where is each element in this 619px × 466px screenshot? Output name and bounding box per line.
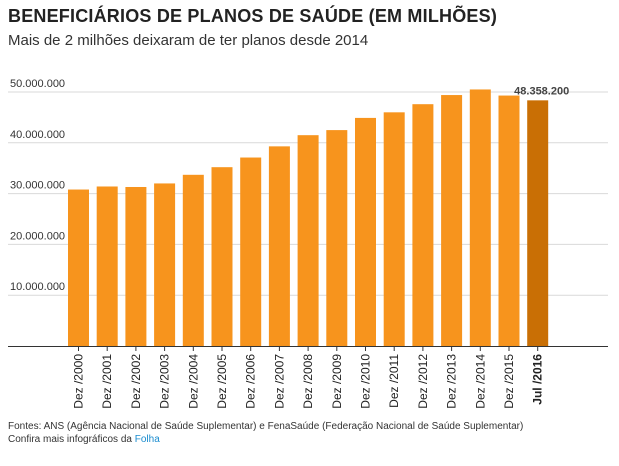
- more-infographics-text: Confira mais infográficos da: [8, 434, 132, 445]
- bar: [268, 146, 290, 346]
- x-tick-label: Dez /2001: [100, 354, 114, 409]
- bar: [383, 112, 405, 346]
- y-tick-label: 30.000.000: [10, 180, 65, 192]
- x-tick-label: Dez /2008: [301, 354, 315, 409]
- x-tick-label: Dez /2009: [330, 354, 344, 409]
- bar: [469, 89, 491, 347]
- bar: [211, 167, 233, 346]
- x-tick-label: Dez /2014: [473, 354, 487, 409]
- y-tick-label: 40.000.000: [10, 129, 65, 141]
- bar: [125, 186, 147, 346]
- x-tick-label: Dez /2013: [445, 354, 459, 409]
- bar: [441, 95, 463, 346]
- chart-title: BENEFICIÁRIOS DE PLANOS DE SAÚDE (EM MIL…: [8, 6, 498, 26]
- x-tick-label: Dez /2000: [72, 354, 86, 409]
- sources-note: Fontes: ANS (Agência Nacional de Saúde S…: [8, 421, 524, 432]
- x-tick-label: Dez /2007: [272, 354, 286, 409]
- y-tick-label: 50.000.000: [10, 78, 65, 90]
- chart-subtitle: Mais de 2 milhões deixaram de ter planos…: [8, 32, 369, 49]
- folha-link[interactable]: Folha: [134, 434, 160, 445]
- x-tick-label: Dez /2011: [387, 354, 401, 408]
- x-tick-label: Dez /2015: [502, 354, 516, 409]
- x-tick-label: Dez /2004: [186, 354, 200, 409]
- data-label: 48.358.200: [514, 85, 569, 97]
- x-tick-label: Dez /2005: [215, 354, 229, 409]
- y-tick-label: 20.000.000: [10, 230, 65, 242]
- bar: [326, 130, 348, 346]
- x-tick-label: Dez /2010: [359, 354, 373, 409]
- y-tick-label: 10.000.000: [10, 281, 65, 293]
- bar: [527, 100, 549, 346]
- x-tick-label: Dez /2003: [158, 354, 172, 409]
- x-tick-label: Jul /2016: [531, 354, 545, 405]
- x-tick-label: Dez /2006: [244, 354, 258, 409]
- bar: [240, 157, 262, 346]
- bar: [96, 186, 118, 346]
- bar: [355, 117, 376, 347]
- bar: [412, 104, 434, 346]
- x-tick-label: Dez /2012: [416, 354, 430, 409]
- x-tick-label: Dez /2002: [129, 354, 143, 409]
- bar: [498, 95, 520, 346]
- bar: [297, 135, 319, 346]
- bar: [68, 189, 89, 346]
- more-infographics-note: Confira mais infográficos da Folha: [8, 434, 160, 445]
- bar: [154, 183, 176, 346]
- bar: [182, 174, 204, 346]
